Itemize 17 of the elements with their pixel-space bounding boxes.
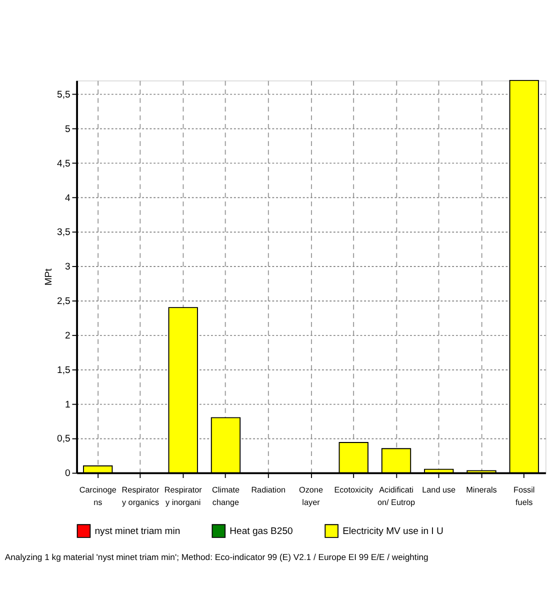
- y-tick-label: 4,5: [57, 158, 70, 170]
- legend-label: Heat gas B250: [230, 526, 293, 537]
- y-tick-label: 4: [65, 192, 72, 204]
- y-tick-label: 2: [65, 330, 70, 342]
- y-tick-label: 5: [65, 124, 70, 135]
- y-tick-label: 1: [65, 399, 70, 410]
- y-tick-label: 1,5: [57, 364, 70, 376]
- legend-label: Electricity MV use in I U: [342, 526, 444, 537]
- y-tick-label: 5,5: [57, 90, 70, 101]
- y-tick-label: 2,5: [57, 296, 70, 308]
- text: Analyzing 1 kg material 'nyst minet triam min'; Method: Eco-indicator 99 (E) V2.1 / Europe EI 99 E/E / weighting: [4, 552, 429, 562]
- legend-label: nyst minet triam min: [94, 526, 180, 537]
- y-tick-label: 0,5: [57, 434, 70, 445]
- y-axis-title: MPt: [43, 268, 54, 286]
- y-tick-label: 3,5: [57, 227, 70, 238]
- y-tick-label: 0: [65, 468, 70, 480]
- y-tick-label: 3: [65, 262, 70, 273]
